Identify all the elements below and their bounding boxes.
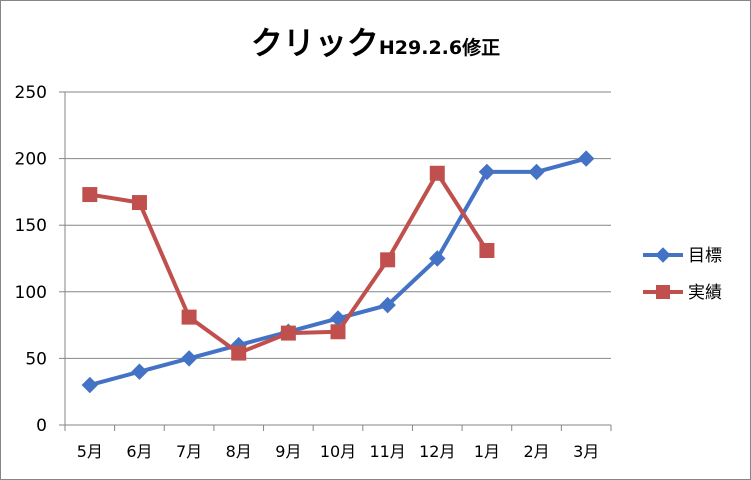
data-point (231, 345, 247, 361)
x-tick-label: 12月 (419, 442, 455, 461)
x-tick-label: 5月 (77, 442, 103, 461)
data-point (577, 150, 595, 167)
data-point (280, 325, 296, 341)
data-point (429, 165, 445, 181)
data-point (380, 252, 396, 268)
x-tick-label: 8月 (226, 442, 252, 461)
data-point (81, 376, 99, 394)
x-tick-label: 10月 (320, 442, 356, 461)
y-tick-label: 250 (15, 83, 47, 103)
x-tick-label: 11月 (369, 442, 405, 461)
y-tick-label: 50 (25, 349, 47, 369)
y-tick-label: 0 (36, 416, 47, 436)
data-point (131, 363, 148, 380)
data-point (528, 163, 545, 181)
legend-marker (655, 247, 671, 263)
y-tick-label: 200 (15, 150, 47, 170)
x-tick-label: 7月 (176, 442, 202, 461)
legend-label: 実績 (688, 283, 722, 303)
x-tick-label: 3月 (573, 442, 599, 461)
x-tick-label: 6月 (126, 442, 152, 461)
chart-title: クリックH29.2.6修正 (0, 18, 751, 64)
data-point (429, 250, 446, 267)
data-point (82, 187, 98, 203)
y-tick-label: 150 (15, 216, 47, 236)
data-point (330, 324, 346, 340)
legend-marker (656, 285, 670, 299)
x-tick-label: 1月 (474, 442, 500, 461)
chart-title-main: クリック (250, 24, 379, 62)
data-point (181, 309, 197, 325)
chart-title-subtitle: H29.2.6修正 (378, 37, 501, 59)
legend-label: 目標 (688, 246, 722, 266)
data-point (479, 243, 495, 259)
data-point (478, 163, 496, 181)
data-point (379, 296, 396, 314)
data-point (131, 195, 147, 211)
data-point (180, 350, 198, 367)
x-tick-label: 9月 (275, 442, 301, 461)
series-line-1 (89, 156, 587, 387)
x-tick-label: 2月 (523, 442, 549, 461)
y-tick-label: 100 (15, 283, 47, 303)
